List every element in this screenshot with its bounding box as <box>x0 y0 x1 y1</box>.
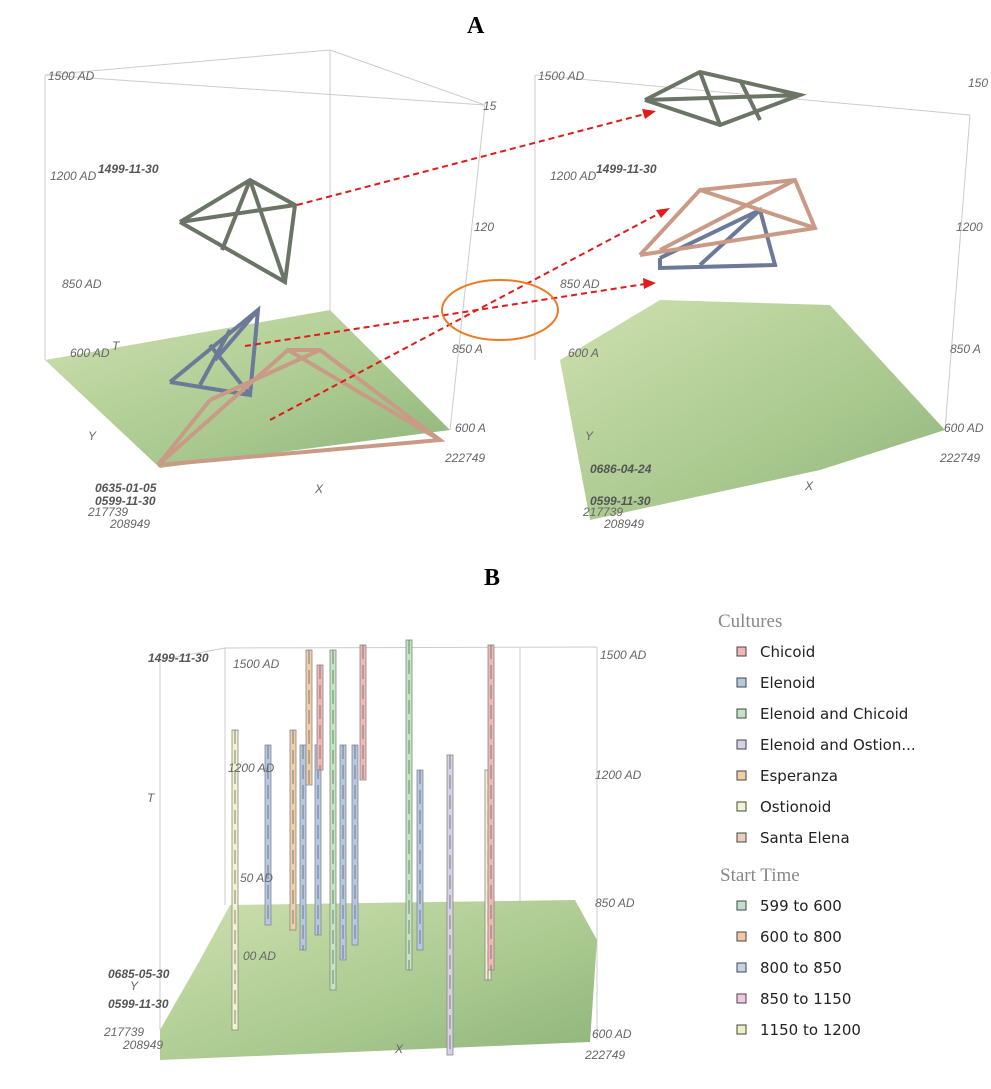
pyramid-pink <box>640 180 815 255</box>
legend-label: Esperanza <box>760 767 838 785</box>
legend: Cultures Start Time Chicoid Elenoid Elenoi… <box>718 611 916 1039</box>
axis-label: 850 AD <box>62 277 102 291</box>
terrain <box>560 300 945 520</box>
axis-label: 1500 AD <box>233 657 280 671</box>
axis-label: 208949 <box>109 517 150 531</box>
legend-label: 850 to 1150 <box>760 990 851 1008</box>
axis-label: 208949 <box>122 1038 163 1052</box>
legend-swatch <box>737 932 746 941</box>
axis-label: 1200 AD <box>50 169 97 183</box>
axis-label: T <box>147 791 156 805</box>
legend-swatch <box>737 647 746 656</box>
axis-label: Y <box>585 429 594 443</box>
axis-label: X <box>394 1042 404 1056</box>
axis-label: 222749 <box>939 451 980 465</box>
terrain <box>160 900 597 1060</box>
axis-label: Y <box>88 429 97 443</box>
highlight-ellipse <box>442 280 558 340</box>
axis-label: 120 <box>474 220 494 234</box>
legend-label: 599 to 600 <box>760 897 842 915</box>
axis-labels-left: 1500 AD 15 1499-11-30 1200 AD 120 850 AD… <box>48 69 497 531</box>
axis-label: 00 AD <box>243 949 276 963</box>
legend-label: 1150 to 1200 <box>760 1021 861 1039</box>
date-label: 0635-01-05 <box>95 481 157 495</box>
legend-label: Elenoid <box>760 674 815 692</box>
axis-label: 850 A <box>950 342 981 356</box>
axis-label: 217739 <box>103 1025 144 1039</box>
legend-swatch <box>737 771 746 780</box>
legend-swatch <box>737 833 746 842</box>
axis-label: 208949 <box>603 517 644 531</box>
axis-label: 1200 AD <box>595 768 642 782</box>
arrowheads <box>642 109 670 289</box>
axis-label: 150 <box>968 76 988 90</box>
legend-label: 800 to 850 <box>760 959 842 977</box>
date-label: 0599-11-30 <box>108 997 169 1011</box>
legend-label: Chicoid <box>760 643 815 661</box>
axis-label: X <box>314 482 324 496</box>
legend-label: Elenoid and Chicoid <box>760 705 908 723</box>
date-label: 1499-11-30 <box>148 651 209 665</box>
legend-title: Cultures <box>718 611 782 632</box>
axis-label: 1200 AD <box>550 169 597 183</box>
pyramid-top <box>645 72 800 125</box>
date-label: 1499-11-30 <box>98 162 159 176</box>
date-label: 1499-11-30 <box>596 162 657 176</box>
axis-label: 600 A <box>568 346 599 360</box>
axis-label: 850 AD <box>560 277 600 291</box>
legend-swatch <box>737 901 746 910</box>
pyramid-top <box>180 180 295 282</box>
axis-label: 600 AD <box>944 421 984 435</box>
figure: A 1500 AD 15 1499-11-30 1200 AD 120 850 … <box>0 0 991 1089</box>
legend-swatch <box>737 740 746 749</box>
legend-swatch <box>737 994 746 1003</box>
panel-label: A <box>467 13 485 39</box>
axis-label: 50 AD <box>240 871 273 885</box>
legend-swatch <box>737 678 746 687</box>
legend-label: Elenoid and Ostion... <box>760 736 916 754</box>
date-label: 0686-04-24 <box>590 462 652 476</box>
axis-label: X <box>804 479 814 493</box>
axis-label: 600 AD <box>70 346 110 360</box>
legend-title: Start Time <box>720 865 800 886</box>
legend-swatch <box>737 802 746 811</box>
axis-label: 600 A <box>455 421 486 435</box>
legend-swatch <box>737 963 746 972</box>
legend-label: Ostionoid <box>760 798 831 816</box>
axis-label: 850 A <box>452 342 483 356</box>
axis-label: 222749 <box>584 1048 625 1062</box>
axis-label: 1200 <box>956 220 983 234</box>
axis-label: 1200 AD <box>228 761 275 775</box>
axis-label: 1500 AD <box>48 69 95 83</box>
axis-label: 1500 AD <box>600 648 647 662</box>
legend-swatch <box>737 709 746 718</box>
axis-label: 222749 <box>444 451 485 465</box>
axis-label: 850 AD <box>595 896 635 910</box>
legend-swatch <box>737 1025 746 1034</box>
axis-label: 1500 AD <box>538 69 585 83</box>
axis-label: Y <box>130 979 139 993</box>
legend-label: 600 to 800 <box>760 928 842 946</box>
legend-label: Santa Elena <box>760 829 850 847</box>
axis-label: 600 AD <box>592 1027 632 1041</box>
axis-label: 15 <box>483 99 497 113</box>
date-label: 0685-05-30 <box>108 967 170 981</box>
panel-label: B <box>484 565 500 591</box>
